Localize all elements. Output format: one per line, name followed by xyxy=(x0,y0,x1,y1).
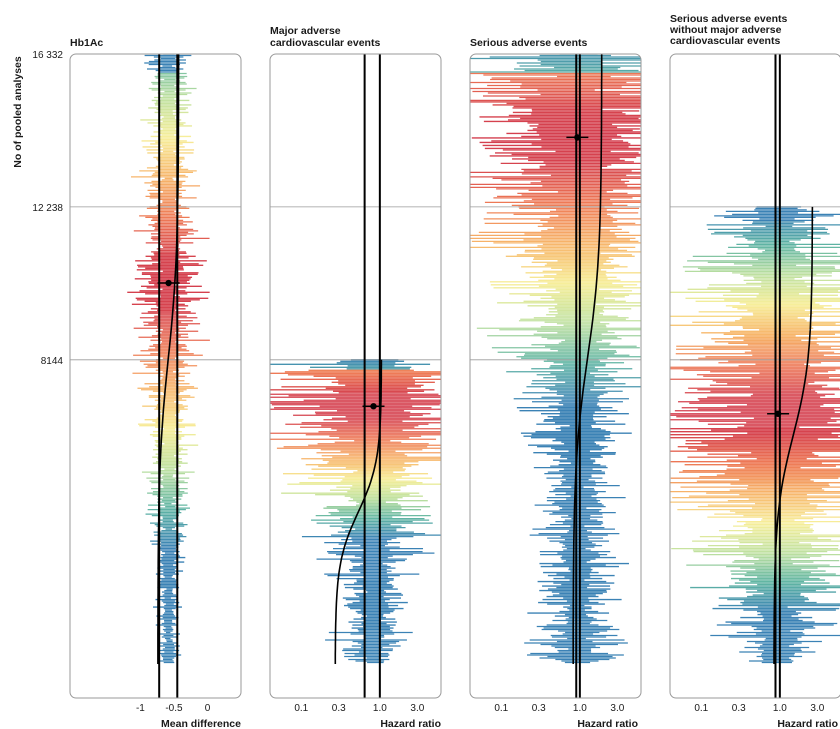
panel-hb1ac: Hb1Ac -1 -0.5 0 Mean difference xyxy=(69,37,242,729)
x-tick-label: 3.0 xyxy=(810,703,824,714)
x-axis-label: Mean difference xyxy=(161,718,241,729)
panel-frame xyxy=(69,53,242,699)
y-tick-label: 8144 xyxy=(41,356,64,367)
x-axis-label: Hazard ratio xyxy=(777,718,838,729)
median-point xyxy=(774,410,782,417)
sorted-estimate-curve xyxy=(157,54,180,664)
x-tick-label: -0.5 xyxy=(165,703,183,714)
vibration-marks xyxy=(470,54,641,698)
sorted-estimate-curve xyxy=(572,54,603,664)
x-tick-label: 0 xyxy=(205,703,211,714)
x-tick-label: 0.1 xyxy=(494,703,508,714)
panel-title: Serious adverse events xyxy=(470,37,587,49)
panel-title-line: without major adverse xyxy=(669,24,782,36)
panel-mace: Major adverse cardiovascular events 0.1 … xyxy=(269,25,442,729)
y-tick-label: 12 238 xyxy=(32,203,63,214)
panel-frame xyxy=(669,53,840,699)
vibration-marks xyxy=(670,54,840,698)
panel-sae: Serious adverse events 0.1 0.3 1.0 3.0 H… xyxy=(469,37,642,729)
panel-title-line: cardiovascular events xyxy=(670,35,780,47)
panel-sae-without-mace: Serious adverse events without major adv… xyxy=(669,13,840,729)
x-tick-label: 0.1 xyxy=(694,703,708,714)
vibration-marks xyxy=(270,54,441,698)
median-point xyxy=(574,134,581,141)
y-tick-label: 16 332 xyxy=(32,50,63,61)
panel-title-line: Major adverse xyxy=(270,25,341,37)
x-tick-label: 0.3 xyxy=(532,703,546,714)
panel-title-line: Serious adverse events xyxy=(670,13,787,25)
panel-title-line: cardiovascular events xyxy=(270,37,380,49)
sorted-estimate-curve xyxy=(334,359,383,664)
x-tick-label: 1.0 xyxy=(573,703,587,714)
x-tick-label: 0.3 xyxy=(332,703,346,714)
x-axis-label: Hazard ratio xyxy=(577,718,638,729)
x-axis-label: Hazard ratio xyxy=(380,718,441,729)
x-tick-label: 1.0 xyxy=(373,703,387,714)
median-point xyxy=(165,279,172,287)
x-tick-label: 3.0 xyxy=(410,703,424,714)
y-axis-label: No of pooled analyses xyxy=(12,56,24,168)
vibration-marks xyxy=(70,54,241,698)
x-tick-label: -1 xyxy=(136,703,145,714)
panel-frame xyxy=(469,53,642,699)
x-tick-label: 0.1 xyxy=(294,703,308,714)
x-tick-label: 1.0 xyxy=(773,703,787,714)
panel-title: Major adverse cardiovascular events xyxy=(270,25,380,49)
panel-title: Serious adverse events without major adv… xyxy=(669,13,790,47)
panel-title-line: Serious adverse events xyxy=(470,37,587,49)
median-point xyxy=(370,403,377,410)
panel-title-line: Hb1Ac xyxy=(70,37,103,49)
panel-title: Hb1Ac xyxy=(70,37,103,49)
x-tick-label: 3.0 xyxy=(610,703,624,714)
sorted-estimate-curve xyxy=(773,206,814,664)
x-tick-label: 0.3 xyxy=(732,703,746,714)
panel-frame xyxy=(269,53,442,699)
